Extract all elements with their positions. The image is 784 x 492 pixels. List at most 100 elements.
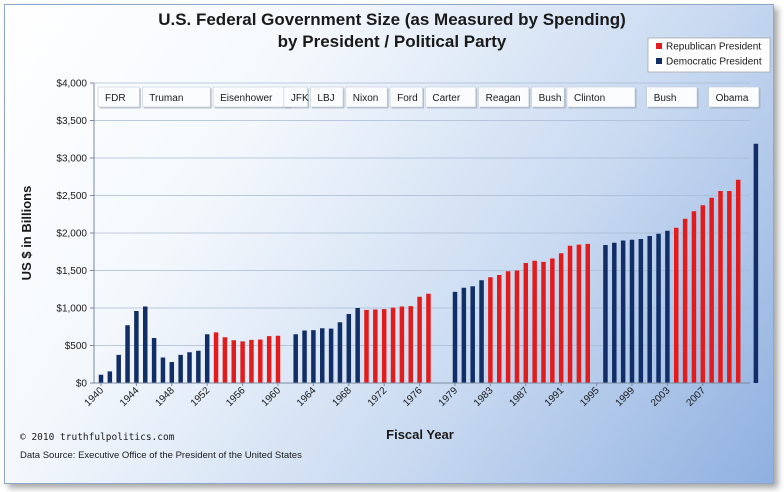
- bar: [293, 334, 298, 383]
- bar: [204, 334, 210, 383]
- bar: [328, 328, 334, 384]
- legend-box: [647, 37, 771, 73]
- president-label: Bush: [646, 86, 699, 109]
- president-name: Ford: [397, 93, 418, 104]
- bar: [629, 239, 635, 383]
- x-tick-label: 1999: [614, 385, 638, 409]
- x-tick-label: 1968: [330, 385, 354, 409]
- president-label: LBJ: [310, 86, 345, 109]
- president-labels: FDR Truman Eisenhower JFK LBJ Nixon Ford Carter…: [97, 86, 761, 109]
- president-name: Clinton: [574, 93, 605, 104]
- copyright-text: © 2010 truthfulpolitics.com: [20, 432, 175, 443]
- president-name: Truman: [149, 93, 183, 104]
- president-label: Ford: [389, 86, 425, 109]
- chart-subtitle: by President / Political Party: [278, 32, 507, 51]
- bar: [320, 328, 325, 383]
- y-axis-title: US $ in Billions: [19, 186, 34, 281]
- bar: [302, 330, 307, 383]
- bar: [505, 271, 511, 383]
- bar: [169, 362, 175, 383]
- x-axis-ticks: 1940 1944 1948 1952 1956 1960 1964 1968 1972 1976…: [83, 383, 708, 409]
- bars: [98, 143, 759, 384]
- bar: [240, 341, 245, 384]
- chart-frame: [4, 4, 774, 484]
- x-tick-label: 1952: [189, 385, 213, 409]
- bar: [399, 306, 405, 383]
- bar: [638, 239, 644, 383]
- president-label: Obama: [708, 86, 761, 109]
- x-tick-label: 2007: [684, 385, 708, 409]
- bar: [125, 325, 130, 383]
- bar: [647, 236, 652, 383]
- bar: [452, 291, 458, 384]
- president-box: [708, 86, 760, 108]
- bar: [541, 261, 546, 384]
- x-tick-label: 2003: [649, 385, 673, 409]
- bar: [682, 218, 688, 383]
- bar: [408, 306, 413, 384]
- legend: Republican President Democratic Presiden…: [647, 37, 771, 73]
- x-tick-label: 1991: [543, 385, 567, 409]
- bar: [514, 270, 520, 383]
- bar: [735, 179, 741, 383]
- bar: [691, 211, 697, 383]
- bar: [558, 253, 564, 383]
- y-tick-label: $2,000: [56, 229, 87, 240]
- data-source-text: Data Source: Executive Office of the Pre…: [20, 450, 302, 461]
- bar: [603, 245, 608, 383]
- president-label: Reagan: [478, 86, 531, 109]
- bar: [612, 242, 617, 383]
- president-label: JFK: [283, 86, 310, 109]
- x-tick-label: 1983: [472, 385, 496, 409]
- president-box: [531, 86, 565, 108]
- bar: [656, 233, 661, 383]
- bar: [479, 280, 484, 383]
- president-label: FDR: [97, 86, 141, 109]
- bar: [355, 308, 360, 383]
- chart-title: U.S. Federal Government Size (as Measure…: [158, 10, 626, 29]
- bar: [107, 371, 113, 384]
- president-name: Carter: [432, 93, 460, 104]
- bar: [753, 143, 759, 383]
- y-tick-label: $3,000: [56, 154, 87, 165]
- bar: [311, 330, 316, 384]
- president-box: [566, 86, 636, 108]
- president-name: Bush: [539, 93, 562, 104]
- president-label: Clinton: [566, 86, 637, 109]
- bar: [187, 352, 192, 383]
- x-tick-label: 1995: [578, 385, 602, 409]
- x-tick-label: 1987: [507, 385, 531, 409]
- bar: [337, 322, 343, 383]
- bar: [196, 350, 201, 383]
- bar: [727, 191, 732, 383]
- bar: [488, 277, 493, 383]
- y-tick-label: $2,500: [56, 191, 87, 202]
- bar: [258, 339, 263, 383]
- bar: [700, 205, 706, 383]
- president-label: Nixon: [345, 86, 389, 109]
- x-tick-label: 1956: [224, 385, 248, 409]
- president-name: Nixon: [353, 93, 379, 104]
- legend-swatch-republican: [656, 43, 662, 49]
- president-name: FDR: [105, 93, 126, 104]
- president-name: LBJ: [317, 93, 334, 104]
- bar: [98, 374, 104, 383]
- bar: [585, 243, 590, 384]
- bar: [134, 311, 139, 383]
- bar: [346, 314, 352, 383]
- bar: [417, 296, 422, 383]
- bar: [231, 340, 236, 383]
- bar: [426, 293, 431, 383]
- president-box: [345, 86, 388, 108]
- bar: [718, 191, 723, 383]
- bar: [523, 263, 529, 383]
- bar: [222, 337, 228, 383]
- bar: [470, 286, 475, 383]
- bar: [249, 339, 254, 384]
- president-name: JFK: [291, 93, 309, 104]
- president-box: [310, 86, 344, 108]
- x-tick-label: 1960: [260, 385, 284, 409]
- y-tick-label: $4,000: [56, 79, 87, 90]
- bar: [665, 230, 670, 383]
